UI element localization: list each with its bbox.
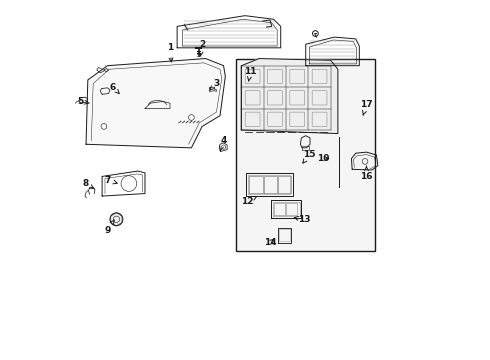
Text: 1: 1 (167, 43, 173, 62)
Polygon shape (242, 59, 338, 134)
Text: 15: 15 (303, 150, 316, 163)
Bar (236, 59, 375, 251)
Text: 8: 8 (83, 179, 94, 189)
Text: 2: 2 (199, 40, 205, 56)
Text: 9: 9 (104, 220, 114, 234)
Text: 16: 16 (360, 166, 373, 181)
Circle shape (110, 213, 123, 226)
Text: 11: 11 (244, 67, 257, 81)
Text: 6: 6 (110, 83, 119, 94)
Text: 5: 5 (77, 97, 89, 106)
Text: 10: 10 (318, 154, 330, 163)
Text: 3: 3 (210, 79, 220, 90)
Text: 17: 17 (360, 100, 373, 115)
Polygon shape (86, 59, 225, 148)
Text: 12: 12 (241, 197, 257, 206)
Text: 7: 7 (104, 176, 117, 185)
Text: 13: 13 (294, 215, 310, 224)
Text: 4: 4 (220, 136, 227, 151)
Text: 14: 14 (264, 238, 276, 247)
